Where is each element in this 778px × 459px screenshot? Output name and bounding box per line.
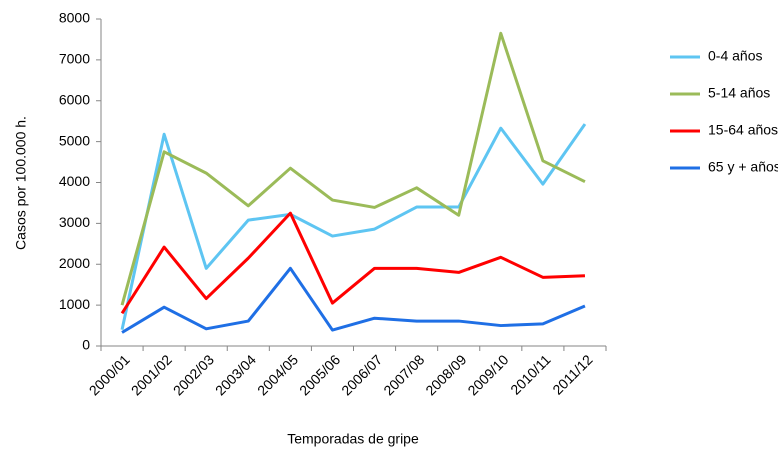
y-tick-label: 6000 — [59, 91, 90, 107]
series-line — [121, 266, 586, 334]
y-tick-label: 0 — [82, 337, 90, 353]
x-tick-label: 2006/07 — [338, 351, 385, 398]
y-tick-label: 7000 — [59, 51, 90, 67]
x-tick-label: 2003/04 — [212, 351, 259, 398]
x-tick-label: 2002/03 — [170, 351, 217, 398]
y-axis-label: Casos por 100.000 h. — [13, 116, 29, 250]
x-tick-label: 2000/01 — [86, 351, 133, 398]
x-tick-label: 2009/10 — [464, 351, 511, 398]
x-axis-label: Temporadas de gripe — [287, 431, 419, 447]
legend-label: 15-64 años — [708, 122, 778, 138]
legend-label: 0-4 años — [708, 48, 762, 64]
y-tick-label: 5000 — [59, 132, 90, 148]
series-line — [120, 31, 586, 306]
legend-label: 5-14 años — [708, 85, 770, 101]
y-tick-label: 2000 — [59, 255, 90, 271]
y-tick-label: 8000 — [59, 10, 90, 26]
y-tick-label: 3000 — [59, 214, 90, 230]
x-tick-label: 2004/05 — [254, 351, 301, 398]
x-tick-label: 2007/08 — [380, 351, 427, 398]
x-tick-label: 2008/09 — [422, 351, 469, 398]
x-tick-label: 2001/02 — [128, 351, 175, 398]
series-line — [120, 211, 586, 315]
x-tick-label: 2010/11 — [507, 351, 554, 398]
x-tick-label: 2005/06 — [296, 351, 343, 398]
y-tick-label: 1000 — [59, 296, 90, 312]
legend-label: 65 y + años — [708, 159, 778, 175]
y-tick-label: 4000 — [59, 173, 90, 189]
x-tick-label: 2011/12 — [549, 351, 596, 398]
series-line — [120, 123, 587, 330]
